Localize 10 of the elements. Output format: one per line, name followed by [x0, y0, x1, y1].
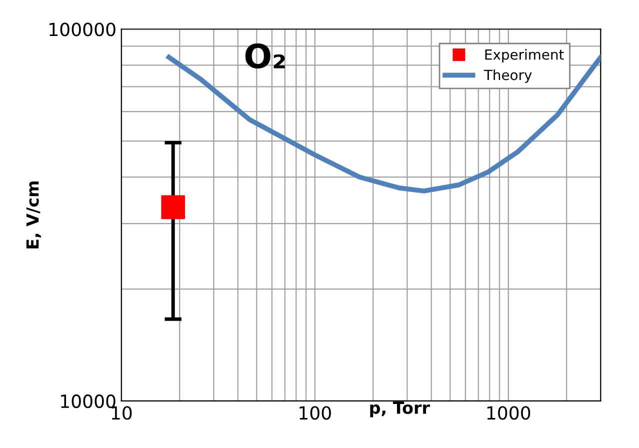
y-tick-label: 100000	[50, 22, 116, 36]
legend-label: Experiment	[485, 49, 564, 62]
legend-label: Theory	[484, 69, 532, 83]
x-tick-label: 100	[300, 406, 331, 420]
x-tick-label: 10	[112, 406, 132, 420]
x-tick-label: 1000	[487, 406, 530, 420]
x-axis-title: p, Torr	[370, 402, 430, 418]
chart-title: O₂	[245, 43, 285, 69]
y-axis-title: E, V/cm	[26, 181, 41, 248]
y-tick-label: 10000	[61, 394, 116, 408]
